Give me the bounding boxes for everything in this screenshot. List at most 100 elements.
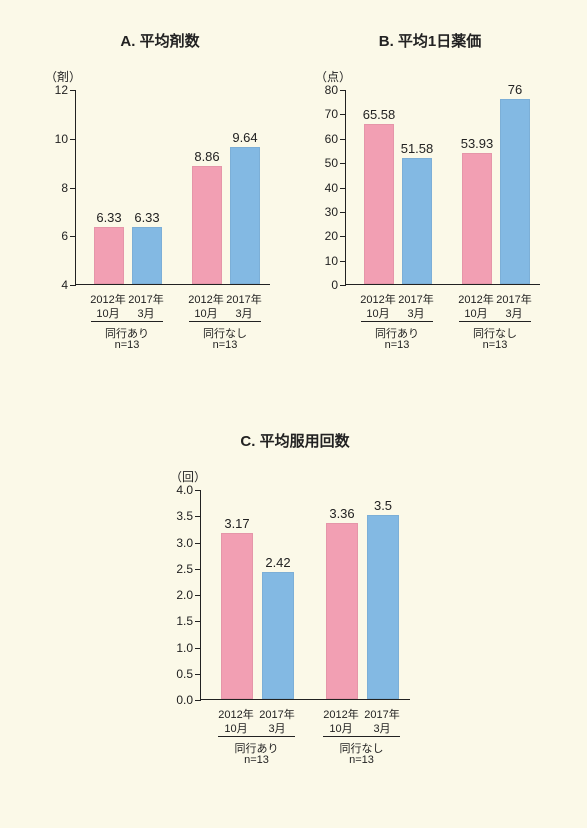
y-tick-label: 20 (325, 229, 338, 243)
y-tick-label: 4 (61, 278, 68, 292)
plot-area: 46810126.336.338.869.64 (75, 90, 270, 285)
chart-title: B. 平均1日薬価 (300, 30, 560, 51)
y-tick-label: 0.5 (176, 667, 193, 681)
y-tick-label: 10 (325, 254, 338, 268)
plot-area: 0102030405060708065.5851.5853.9376 (345, 90, 540, 285)
y-tick (195, 543, 201, 544)
y-tick (70, 139, 76, 140)
chart-title: A. 平均剤数 (30, 30, 290, 51)
x-label-month: 10月 (329, 720, 352, 736)
bar-value-label: 51.58 (401, 141, 434, 156)
y-tick-label: 6 (61, 229, 68, 243)
y-tick-label: 0.0 (176, 693, 193, 707)
y-tick (340, 139, 346, 140)
bar (192, 166, 222, 284)
y-tick (70, 90, 76, 91)
bar (364, 124, 394, 284)
y-tick (195, 674, 201, 675)
y-tick (70, 188, 76, 189)
group-separator (459, 321, 531, 322)
x-label-month: 10月 (366, 305, 389, 321)
y-tick-label: 50 (325, 156, 338, 170)
bar (500, 99, 530, 284)
chart-panel-a: A. 平均剤数（剤）46810126.336.338.869.642012年10… (30, 30, 290, 370)
y-tick (195, 648, 201, 649)
plot-area: 0.00.51.01.52.02.53.03.54.03.172.423.363… (200, 490, 410, 700)
x-label-month: 3月 (373, 720, 390, 736)
y-tick-label: 80 (325, 83, 338, 97)
bar (94, 227, 124, 284)
y-tick (195, 595, 201, 596)
group-n-label: n=13 (244, 754, 269, 766)
group-separator (189, 321, 261, 322)
group-separator (323, 736, 400, 737)
y-tick-label: 3.5 (176, 509, 193, 523)
bar (221, 533, 253, 699)
bar (367, 515, 399, 699)
bar-value-label: 9.64 (232, 130, 257, 145)
bar-value-label: 76 (508, 82, 522, 97)
bar-value-label: 65.58 (363, 107, 396, 122)
y-tick (195, 700, 201, 701)
y-tick-label: 30 (325, 205, 338, 219)
y-tick-label: 12 (55, 83, 68, 97)
bar (230, 147, 260, 284)
bar-value-label: 3.5 (374, 498, 392, 513)
bar (326, 523, 358, 699)
y-tick (340, 285, 346, 286)
bar (462, 153, 492, 284)
group-n-label: n=13 (385, 339, 410, 351)
bar-value-label: 6.33 (96, 210, 121, 225)
x-label-month: 3月 (505, 305, 522, 321)
group-separator (218, 736, 295, 737)
group-n-label: n=13 (349, 754, 374, 766)
x-label-month: 10月 (194, 305, 217, 321)
y-tick (195, 621, 201, 622)
y-tick (195, 516, 201, 517)
x-label-month: 3月 (235, 305, 252, 321)
x-label-month: 10月 (464, 305, 487, 321)
y-tick (340, 261, 346, 262)
chart-title: C. 平均服用回数 (145, 430, 445, 451)
y-tick (340, 188, 346, 189)
group-separator (91, 321, 163, 322)
y-tick-label: 1.0 (176, 641, 193, 655)
y-tick (195, 569, 201, 570)
y-tick (195, 490, 201, 491)
y-tick (70, 236, 76, 237)
bar-value-label: 8.86 (194, 149, 219, 164)
y-tick-label: 10 (55, 132, 68, 146)
y-tick (340, 163, 346, 164)
x-label-month: 3月 (137, 305, 154, 321)
x-label-month: 3月 (407, 305, 424, 321)
bar-value-label: 3.17 (224, 516, 249, 531)
y-tick (340, 212, 346, 213)
y-tick (340, 90, 346, 91)
group-n-label: n=13 (213, 339, 238, 351)
chart-panel-b: B. 平均1日薬価（点）0102030405060708065.5851.585… (300, 30, 560, 370)
x-label-month: 3月 (268, 720, 285, 736)
y-tick-label: 1.5 (176, 614, 193, 628)
group-n-label: n=13 (483, 339, 508, 351)
bar (402, 158, 432, 284)
bar-value-label: 3.36 (329, 506, 354, 521)
group-n-label: n=13 (115, 339, 140, 351)
y-tick-label: 60 (325, 132, 338, 146)
bar (262, 572, 294, 699)
bar-value-label: 6.33 (134, 210, 159, 225)
y-tick-label: 2.5 (176, 562, 193, 576)
group-separator (361, 321, 433, 322)
bar-value-label: 53.93 (461, 136, 494, 151)
y-tick (70, 285, 76, 286)
y-tick-label: 40 (325, 181, 338, 195)
y-tick-label: 3.0 (176, 536, 193, 550)
y-tick (340, 236, 346, 237)
y-tick (340, 114, 346, 115)
bar (132, 227, 162, 284)
y-tick-label: 2.0 (176, 588, 193, 602)
y-tick-label: 70 (325, 107, 338, 121)
y-tick-label: 4.0 (176, 483, 193, 497)
x-label-month: 10月 (96, 305, 119, 321)
y-tick-label: 0 (331, 278, 338, 292)
y-tick-label: 8 (61, 181, 68, 195)
